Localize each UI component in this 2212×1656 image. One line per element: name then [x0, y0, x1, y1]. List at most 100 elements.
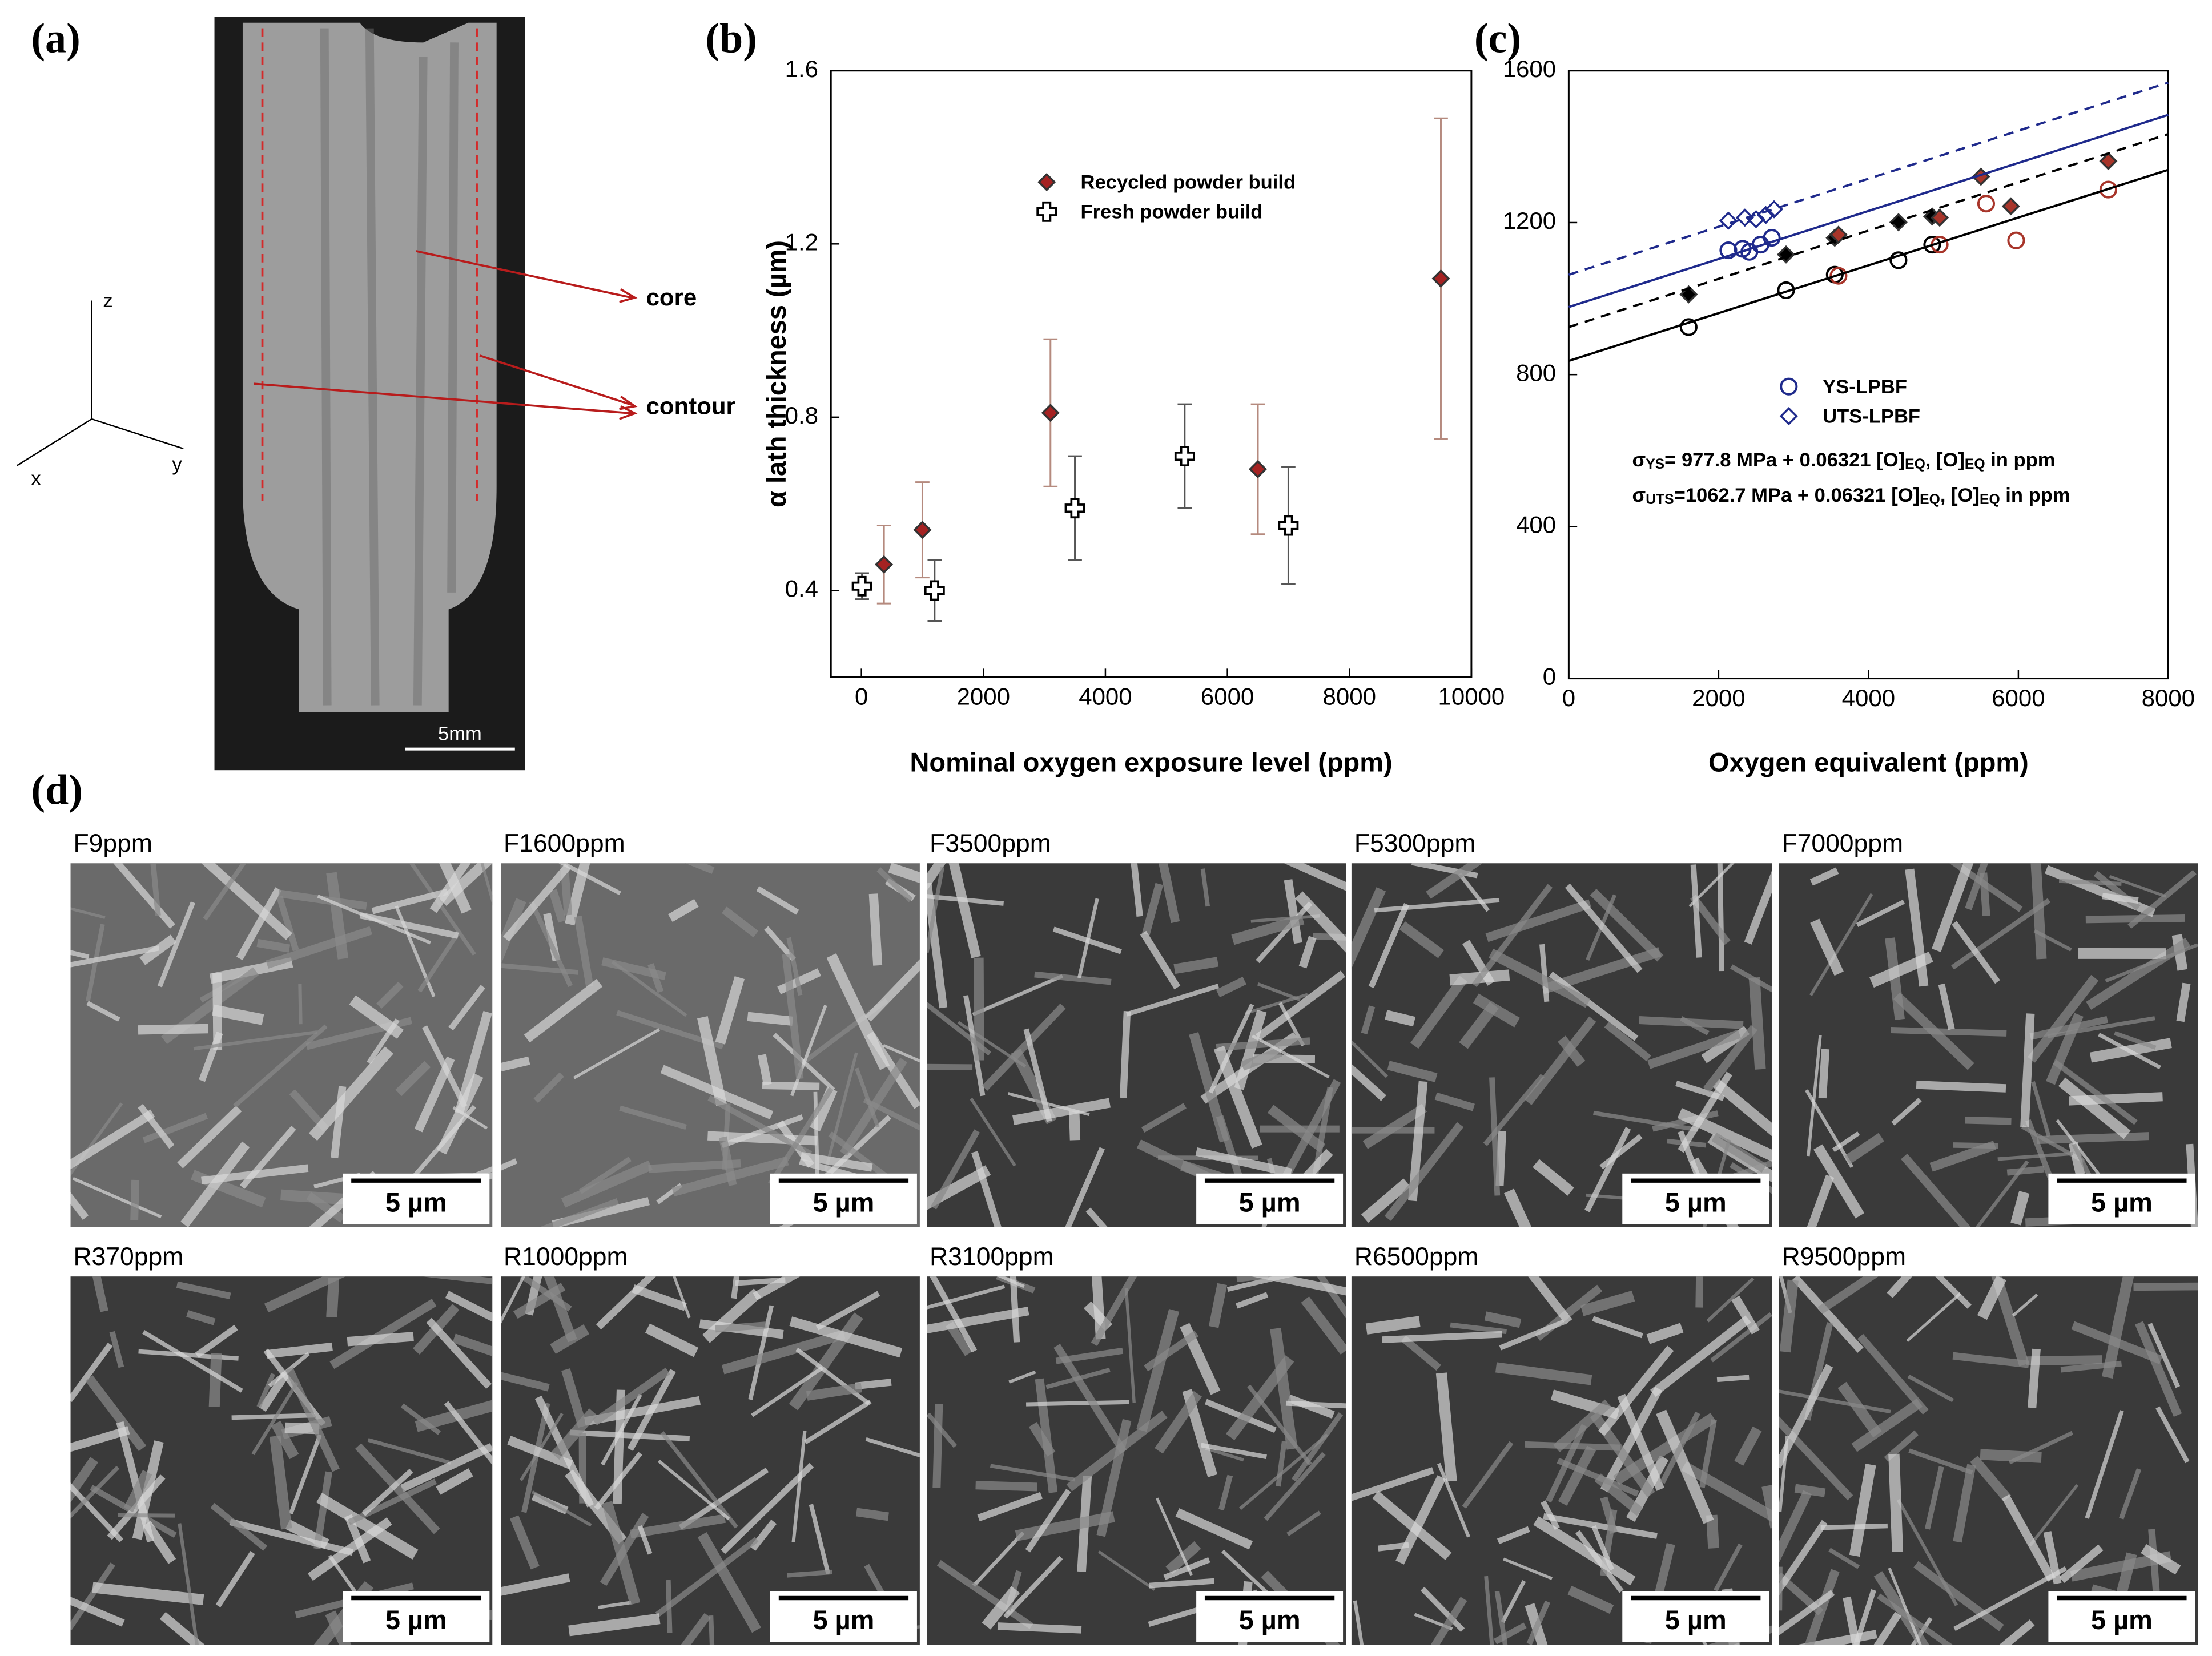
annotation-part: EQ [1905, 457, 1925, 472]
x-tick-label: 6000 [1992, 684, 2045, 711]
lath [1549, 971, 1639, 1041]
lath [201, 863, 292, 940]
point [1931, 208, 1949, 227]
lath [208, 1353, 222, 1407]
lath [1384, 1122, 1464, 1221]
micrograph-texture [927, 1276, 1346, 1645]
lath [1173, 957, 1219, 974]
lath [285, 1367, 340, 1472]
lath [376, 981, 404, 1009]
lath [325, 1610, 352, 1645]
lath [1965, 1116, 2012, 1125]
lath [347, 1332, 414, 1347]
lath [1085, 1207, 1108, 1227]
lath [1131, 863, 1143, 917]
lath [1541, 1500, 1560, 1530]
lath [92, 1582, 204, 1605]
lath [118, 1513, 175, 1518]
lath [1420, 1586, 1465, 1632]
lath [1851, 1398, 1923, 1452]
x-tick-label: 2000 [1692, 684, 1745, 711]
lath [1435, 1372, 1457, 1482]
lath [2010, 1191, 2030, 1226]
lath [256, 1373, 276, 1408]
lath [444, 1401, 493, 1465]
lath [1856, 900, 1905, 927]
lath [1028, 1422, 1056, 1457]
lath [109, 1331, 124, 1368]
lath [355, 1443, 440, 1534]
lath [132, 1440, 164, 1540]
lath [2127, 869, 2197, 929]
lath [1703, 1025, 1757, 1093]
lath [1888, 1453, 1904, 1552]
fit-line [1568, 133, 2169, 328]
lath [747, 1012, 794, 1026]
lath [1675, 1080, 1725, 1101]
lath [1792, 1276, 1864, 1353]
lath [1065, 1147, 1105, 1227]
lath [1813, 1144, 1865, 1219]
lath [2085, 1410, 2124, 1519]
lath [1003, 1556, 1063, 1619]
lath [1706, 1514, 1719, 1549]
lath [531, 1490, 592, 1527]
lath [927, 1001, 992, 1056]
lath [2114, 1031, 2157, 1050]
y-tick-label: 0.4 [785, 575, 818, 602]
point [1174, 446, 1195, 467]
lath [177, 1105, 242, 1169]
point [1756, 206, 1775, 224]
axis-name: y [172, 454, 182, 476]
lath [2141, 1544, 2181, 1575]
lath [2109, 875, 2167, 898]
annotation-part: EQ [1920, 492, 1940, 507]
lath [2053, 1059, 2138, 1125]
x-tick-label: 10000 [1438, 683, 1505, 710]
lath [1873, 1571, 1929, 1645]
lath [1584, 1127, 1631, 1212]
lath [2119, 1468, 2142, 1520]
point [1431, 269, 1450, 288]
lath [395, 1061, 431, 1097]
lath [715, 976, 745, 1045]
lath [1526, 1600, 1551, 1645]
lath [1494, 1590, 1508, 1645]
lath [1156, 1497, 1193, 1576]
point [1679, 318, 1698, 336]
lath [1953, 1464, 1976, 1543]
lath [855, 1508, 889, 1521]
arrows [254, 250, 638, 420]
point [1735, 208, 1754, 227]
lath [313, 1471, 333, 1550]
lath [1594, 1473, 1643, 1516]
lath [702, 1288, 762, 1343]
lath [2001, 1494, 2056, 1582]
lath [1558, 1445, 1596, 1506]
lath [619, 1105, 687, 1130]
lath [927, 883, 948, 1009]
lath [1853, 1589, 1876, 1645]
lath [1953, 1142, 1998, 1149]
lath [1276, 1441, 1287, 1487]
lath [331, 1086, 347, 1159]
annotation-part: EQ [1980, 492, 2000, 507]
lath [1236, 1276, 1269, 1282]
lath [1558, 1035, 1586, 1067]
scale-bar-label: 5 µm [385, 1188, 447, 1218]
plot-frame [1567, 70, 2169, 680]
lath [236, 887, 282, 961]
lath [195, 1324, 238, 1358]
lath [789, 1312, 863, 1411]
lath [627, 1369, 676, 1451]
lath [215, 1551, 255, 1607]
lath [1891, 1026, 2007, 1037]
scale-bar-label: 5 µm [1239, 1605, 1301, 1635]
lath [876, 867, 913, 902]
lath [1761, 1485, 1772, 1529]
lath [1374, 898, 1500, 913]
lath [1744, 871, 1772, 945]
lath [1231, 914, 1305, 945]
point [1977, 195, 1996, 213]
lath [645, 1323, 699, 1357]
